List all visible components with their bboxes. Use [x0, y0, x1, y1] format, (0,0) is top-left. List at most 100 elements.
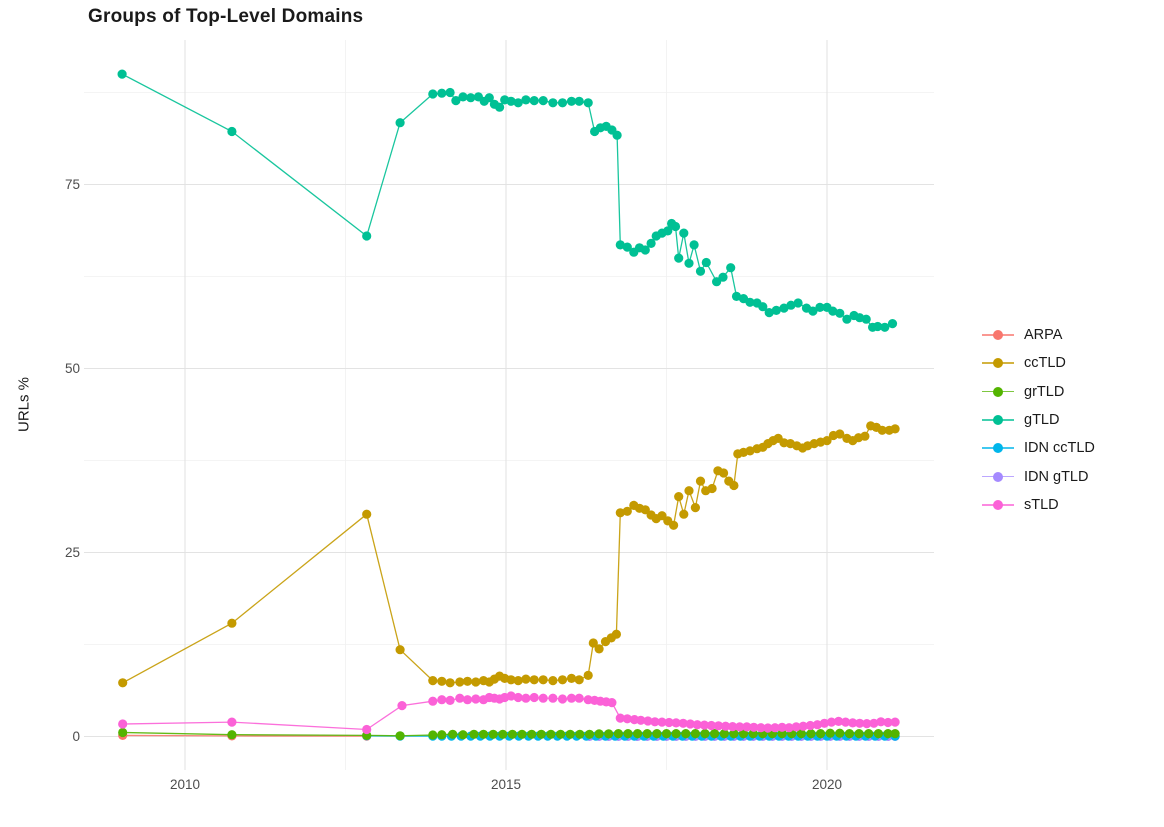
data-point-stld [869, 718, 879, 728]
data-point-grtld [729, 729, 739, 739]
data-point-gtld [880, 322, 890, 332]
data-point-stld [756, 723, 766, 733]
data-point-grtld [864, 729, 874, 739]
data-point-gtld [428, 89, 438, 99]
legend-label: IDN ccTLD [1024, 440, 1095, 457]
data-point-stld [529, 692, 539, 703]
data-point-stld [607, 698, 617, 708]
legend-key-icon [982, 468, 1014, 486]
data-point-stld [721, 721, 731, 731]
data-point-stld [227, 717, 237, 727]
data-point-grtld [507, 729, 517, 739]
data-point-stld [671, 718, 681, 728]
y-axis-title: URLs % [15, 377, 33, 433]
data-point-stld [685, 719, 695, 729]
data-point-gtld [718, 272, 728, 282]
data-point-grtld [488, 729, 498, 739]
legend-key-icon [982, 496, 1014, 514]
x-tick-label: 2015 [490, 777, 522, 792]
data-point-gtld [513, 98, 523, 108]
legend-key-icon [982, 411, 1014, 429]
data-point-grtld [825, 728, 835, 738]
data-point-gtld [684, 258, 694, 268]
data-point-gtld [615, 240, 625, 250]
data-point-gtld [731, 291, 742, 301]
data-point-stld [735, 722, 745, 732]
data-point-stld [557, 694, 568, 704]
data-point-stld [615, 713, 625, 723]
data-point-grtld [556, 729, 566, 739]
data-point-stld [548, 693, 558, 703]
legend-key-icon [982, 439, 1014, 457]
legend-key-icon [982, 383, 1014, 401]
data-point-gtld [495, 102, 505, 112]
data-point-gtld [622, 242, 632, 252]
data-point-cctld [860, 431, 870, 441]
data-point-gtld [670, 221, 681, 232]
data-point-cctld [506, 675, 516, 685]
data-point-cctld [594, 644, 604, 654]
data-point-gtld [445, 87, 455, 98]
legend-item-idn-gtld: IDN gTLD [982, 462, 1095, 490]
data-point-gtld [521, 95, 531, 105]
data-point-gtld [786, 300, 796, 310]
data-point-grtld [890, 729, 900, 739]
data-point-stld [699, 720, 710, 730]
data-point-stld [791, 722, 801, 732]
data-point-cctld [611, 629, 622, 639]
chart-title: Groups of Top-Level Domains [88, 6, 364, 27]
data-point-gtld [640, 245, 650, 255]
data-point-stld [819, 718, 830, 728]
data-point-gtld [793, 298, 803, 308]
data-point-stld [664, 717, 674, 728]
legend-item-stld: sTLD [982, 491, 1095, 519]
data-point-grtld [604, 729, 614, 739]
data-point-grtld [700, 729, 710, 739]
data-point-stld [437, 695, 447, 705]
y-tick-label: 25 [64, 544, 80, 560]
data-point-gtld [689, 240, 699, 250]
data-point-gtld [764, 308, 774, 318]
data-point-stld [742, 722, 752, 732]
data-point-stld [763, 723, 773, 733]
data-point-stld [462, 695, 473, 705]
data-point-cctld [729, 480, 739, 491]
data-point-gtld [484, 93, 494, 103]
data-point-stld [777, 722, 787, 732]
data-point-grtld [710, 729, 720, 739]
data-point-gtld [835, 308, 845, 318]
data-point-gtld [663, 226, 673, 236]
legend-key-icon [982, 326, 1014, 344]
data-point-grtld [777, 729, 787, 739]
data-point-grtld [227, 730, 237, 740]
y-tick-label: 75 [64, 176, 80, 192]
data-point-grtld [478, 729, 489, 739]
data-point-gtld [861, 314, 871, 324]
legend-label: sTLD [1024, 496, 1059, 513]
data-point-gtld [437, 88, 447, 98]
data-point-grtld [681, 729, 691, 739]
data-point-cctld [707, 483, 717, 494]
data-point-stld [574, 693, 584, 703]
data-point-cctld [566, 673, 577, 684]
data-point-stld [643, 716, 653, 726]
data-point-grtld [816, 729, 826, 739]
data-point-gtld [758, 302, 768, 312]
data-point-stld [749, 722, 759, 732]
data-point-cctld [674, 492, 684, 502]
data-point-gtld [808, 306, 818, 316]
data-point-gtld [227, 126, 237, 137]
data-point-gtld [873, 321, 883, 332]
data-point-cctld [695, 476, 706, 486]
data-point-stld [455, 693, 465, 703]
data-point-cctld [362, 509, 372, 519]
legend-label: grTLD [1024, 383, 1065, 400]
data-point-grtld [498, 729, 508, 739]
data-point-stld [876, 717, 886, 727]
data-point-cctld [437, 676, 447, 686]
data-point-stld [692, 720, 702, 730]
legend-key-icon [982, 354, 1014, 372]
data-point-grtld [517, 729, 527, 739]
data-point-gtld [566, 96, 577, 106]
